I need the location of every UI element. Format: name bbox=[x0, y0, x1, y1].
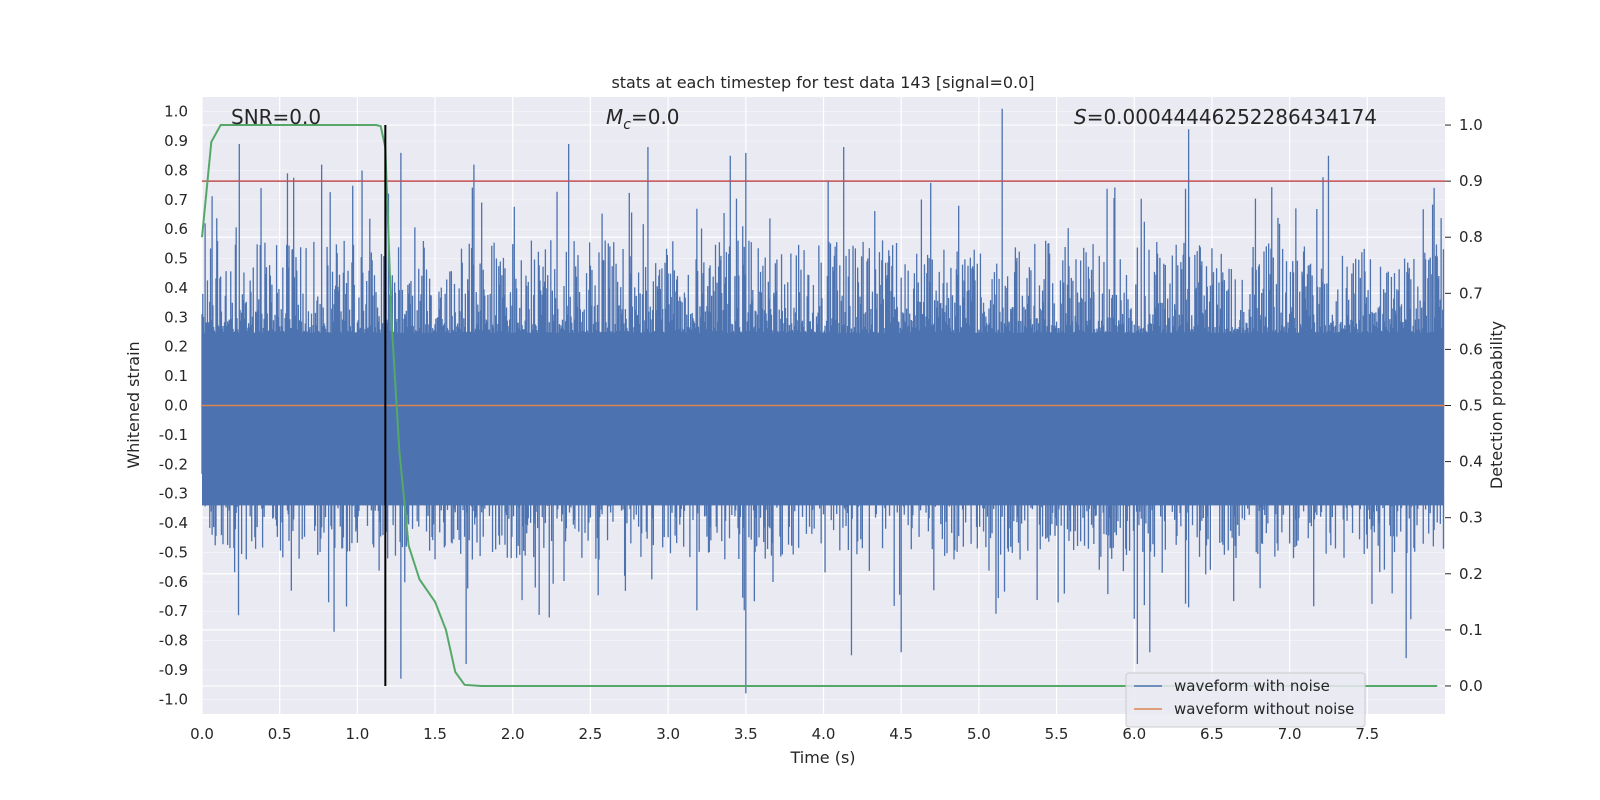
y2-tick-label: 0.0 bbox=[1459, 677, 1483, 695]
legend-label-with-noise: waveform with noise bbox=[1174, 677, 1330, 695]
x-tick-label: 2.0 bbox=[501, 725, 525, 743]
x-tick-label: 6.0 bbox=[1122, 725, 1146, 743]
x-tick-label: 4.5 bbox=[889, 725, 913, 743]
x-tick-label: 5.0 bbox=[967, 725, 991, 743]
y-tick-label: -0.7 bbox=[159, 602, 188, 620]
statistic-annotation: S=0.00044446252286434174 bbox=[1074, 105, 1377, 129]
y-tick-label: 0.4 bbox=[164, 279, 188, 297]
y-tick-label: -0.8 bbox=[159, 632, 188, 650]
statistic-symbol: S bbox=[1074, 105, 1087, 129]
y-tick-label: -0.4 bbox=[159, 514, 188, 532]
y2-tick-label: 0.3 bbox=[1459, 509, 1483, 527]
y2-tick-label: 0.1 bbox=[1459, 621, 1483, 639]
detection-probability-line bbox=[201, 124, 1438, 687]
chirp-mass-symbol: M bbox=[606, 105, 623, 129]
x-tick-label: 0.5 bbox=[268, 725, 292, 743]
y2-tick-label: 0.9 bbox=[1459, 172, 1483, 190]
legend-label-without-noise: waveform without noise bbox=[1174, 700, 1354, 718]
x-tick-label: 1.5 bbox=[423, 725, 447, 743]
x-tick-label: 2.5 bbox=[579, 725, 603, 743]
x-tick-label: 6.5 bbox=[1200, 725, 1224, 743]
y-tick-label: -0.5 bbox=[159, 543, 188, 561]
y2-tick-label: 0.4 bbox=[1459, 453, 1483, 471]
chirp-mass-value: =0.0 bbox=[631, 105, 680, 129]
snr-annotation: SNR=0.0 bbox=[231, 105, 321, 129]
x-tick-label: 3.5 bbox=[734, 725, 758, 743]
x-tick-label: 4.0 bbox=[812, 725, 836, 743]
y-tick-label: 0.2 bbox=[164, 338, 188, 356]
y-axis-label: Whitened strain bbox=[124, 341, 143, 468]
y-tick-label: 1.0 bbox=[164, 103, 188, 121]
y-tick-label: -0.1 bbox=[159, 426, 188, 444]
y-tick-label: 0.5 bbox=[164, 250, 188, 268]
y-tick-label: -0.3 bbox=[159, 485, 188, 503]
x-tick-label: 7.0 bbox=[1278, 725, 1302, 743]
y-tick-label: 0.8 bbox=[164, 161, 188, 179]
y2-tick-label: 0.7 bbox=[1459, 284, 1483, 302]
x-tick-label: 7.5 bbox=[1355, 725, 1379, 743]
y2-tick-label: 0.6 bbox=[1459, 340, 1483, 358]
y-tick-label: 0.3 bbox=[164, 308, 188, 326]
y2-tick-label: 1.0 bbox=[1459, 116, 1483, 134]
x-tick-label: 0.0 bbox=[190, 725, 214, 743]
statistic-value: =0.00044446252286434174 bbox=[1087, 105, 1377, 129]
x-tick-label: 5.5 bbox=[1045, 725, 1069, 743]
series-waveform-with-noise bbox=[201, 108, 1445, 694]
chirp-mass-subscript: c bbox=[623, 117, 631, 133]
x-tick-label: 3.0 bbox=[656, 725, 680, 743]
y2-axis-label: Detection probability bbox=[1487, 321, 1506, 489]
y-tick-label: 0.7 bbox=[164, 191, 188, 209]
x-axis-label: Time (s) bbox=[789, 748, 855, 767]
y-tick-label: 0.0 bbox=[164, 397, 188, 415]
y-tick-label: -0.9 bbox=[159, 661, 188, 679]
y-tick-label: 0.6 bbox=[164, 220, 188, 238]
y-tick-label: -0.6 bbox=[159, 573, 188, 591]
x-tick-label: 1.0 bbox=[345, 725, 369, 743]
y-tick-label: 0.1 bbox=[164, 367, 188, 385]
y2-tick-label: 0.8 bbox=[1459, 228, 1483, 246]
axis-ticks: 0.0 0.5 1.0 1.5 2.0 2.5 3.0 3.5 4.0 4.5 5.0 5.5 6.0 6… bbox=[159, 103, 1483, 743]
y-tick-label: -1.0 bbox=[159, 690, 188, 708]
y2-tick-label: 0.5 bbox=[1459, 397, 1483, 415]
series-detection-probability bbox=[201, 124, 1438, 687]
y-tick-label: -0.2 bbox=[159, 455, 188, 473]
chart-title: stats at each timestep for test data 143… bbox=[611, 73, 1034, 92]
legend-box bbox=[1125, 672, 1366, 728]
y2-tick-label: 0.2 bbox=[1459, 565, 1483, 583]
waveform-with-noise-core bbox=[202, 340, 1443, 506]
chirp-mass-annotation: Mc=0.0 bbox=[606, 105, 680, 133]
y-tick-label: 0.9 bbox=[164, 132, 188, 150]
legend: waveform with noise waveform without noi… bbox=[1125, 672, 1366, 728]
